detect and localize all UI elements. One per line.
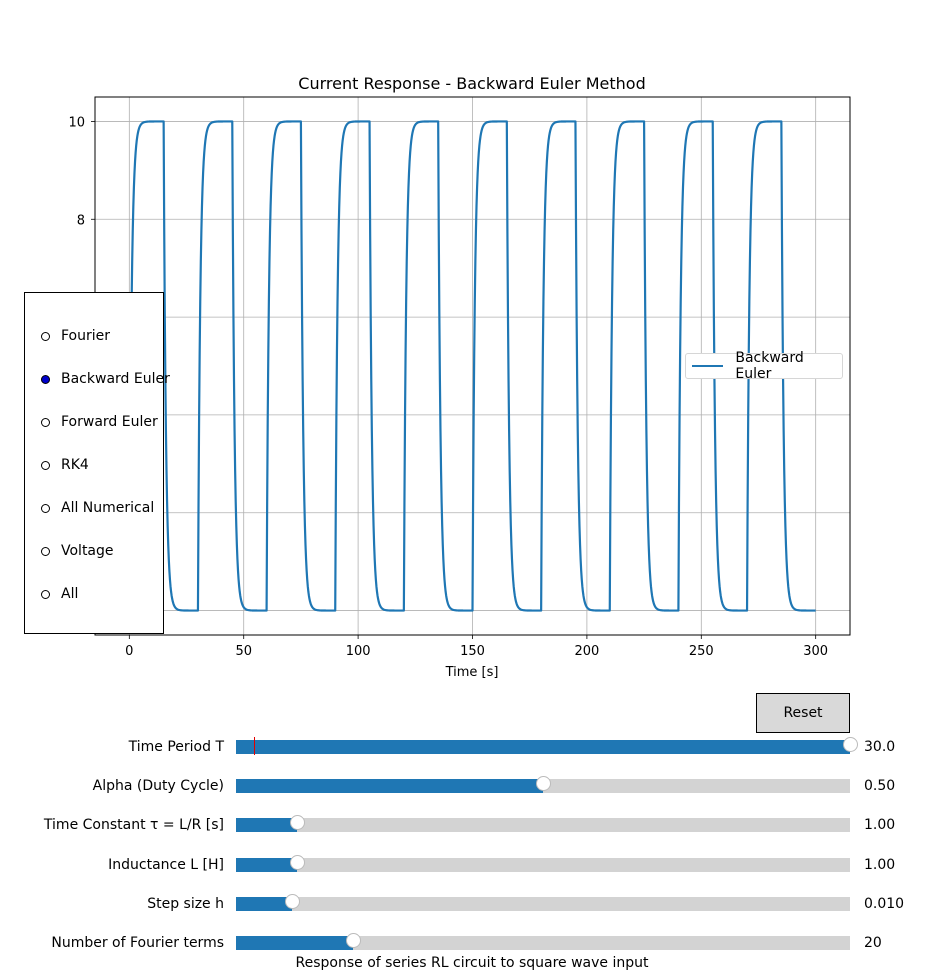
y-tick-label: 8 (77, 213, 85, 228)
radio-option-all[interactable]: All (41, 584, 78, 604)
slider-value: 20 (864, 935, 882, 951)
slider-handle[interactable] (345, 933, 361, 948)
radio-option-label: Backward Euler (61, 371, 170, 387)
slider-track[interactable] (236, 776, 850, 793)
reset-button[interactable]: Reset (756, 693, 850, 733)
radio-option-forward-euler[interactable]: Forward Euler (41, 412, 158, 432)
legend-line-swatch (692, 365, 724, 367)
slider-fill (236, 897, 292, 911)
radio-circle-icon[interactable] (41, 589, 50, 599)
slider-value: 0.50 (864, 778, 896, 794)
slider-row: Time Constant τ = L/R [s] 1.00 (0, 815, 944, 835)
slider-track[interactable] (236, 855, 850, 872)
slider-fill (236, 936, 353, 950)
radio-circle-icon[interactable] (41, 331, 50, 341)
slider-handle[interactable] (290, 855, 306, 870)
radio-option-rk4[interactable]: RK4 (41, 455, 89, 475)
radio-circle-icon[interactable] (41, 460, 50, 470)
slider-fill (236, 740, 850, 754)
series-backward-euler (128, 120, 817, 612)
slider-label: Inductance L [H] (108, 857, 224, 873)
radio-option-label: All (61, 586, 79, 602)
slider-fill (236, 818, 298, 832)
slider-track[interactable] (236, 815, 850, 832)
slider-track[interactable] (236, 933, 850, 950)
radio-option-backward-euler[interactable]: Backward Euler (41, 369, 170, 389)
radio-option-label: Fourier (61, 328, 111, 344)
slider-fill (236, 858, 298, 872)
slider-label: Time Constant τ = L/R [s] (43, 817, 224, 833)
slider-row: Alpha (Duty Cycle) 0.50 (0, 776, 944, 796)
slider-label: Number of Fourier terms (51, 935, 224, 951)
slider-handle[interactable] (843, 737, 858, 752)
x-tick-label: 150 (460, 644, 485, 659)
slider-handle[interactable] (284, 894, 300, 909)
slider-track[interactable] (236, 737, 858, 755)
radio-option-voltage[interactable]: Voltage (41, 541, 114, 561)
figure-caption: Response of series RL circuit to square … (295, 955, 649, 971)
chart-legend: Backward Euler (685, 350, 843, 382)
legend-label: Backward Euler (735, 350, 804, 382)
slider-row: Number of Fourier terms 20 (0, 933, 944, 953)
slider-label: Step size h (147, 896, 224, 912)
radio-circle-icon[interactable] (41, 374, 50, 384)
slider-value: 30.0 (864, 739, 896, 755)
slider-initial-marker (254, 737, 256, 755)
slider-value: 1.00 (864, 857, 896, 873)
x-tick-label: 100 (346, 644, 371, 659)
chart-title: Current Response - Backward Euler Method (298, 74, 645, 93)
radio-option-label: Forward Euler (61, 414, 158, 430)
slider-label: Time Period T (128, 739, 224, 755)
slider-fill (236, 779, 543, 793)
x-axis-label: Time [s] (445, 665, 499, 680)
radio-circle-icon[interactable] (41, 417, 50, 427)
radio-circle-icon[interactable] (41, 546, 50, 556)
slider-handle[interactable] (536, 776, 551, 791)
slider-row: Inductance L [H] 1.00 (0, 855, 944, 875)
y-tick-label: 10 (68, 115, 85, 130)
x-tick-label: 200 (574, 644, 599, 659)
slider-row: Time Period T 30.0 (0, 737, 944, 757)
radio-option-label: All Numerical (61, 500, 155, 516)
radio-circle-icon[interactable] (41, 503, 50, 513)
x-tick-label: 250 (689, 644, 714, 659)
x-tick-label: 50 (235, 644, 252, 659)
slider-label: Alpha (Duty Cycle) (92, 778, 224, 794)
radio-option-all-numerical[interactable]: All Numerical (41, 498, 154, 518)
slider-track[interactable] (236, 894, 850, 911)
x-tick-label: 0 (125, 644, 133, 659)
method-radio-group: Fourier Backward Euler Forward Euler RK4 All… (24, 292, 170, 634)
radio-option-fourier[interactable]: Fourier (41, 326, 110, 346)
slider-row: Step size h 0.010 (0, 894, 944, 914)
x-tick-label: 300 (803, 644, 828, 659)
radio-option-label: RK4 (61, 457, 89, 473)
slider-value: 1.00 (864, 817, 896, 833)
radio-option-label: Voltage (61, 543, 114, 559)
slider-handle[interactable] (290, 815, 306, 830)
slider-value: 0.010 (864, 896, 905, 912)
